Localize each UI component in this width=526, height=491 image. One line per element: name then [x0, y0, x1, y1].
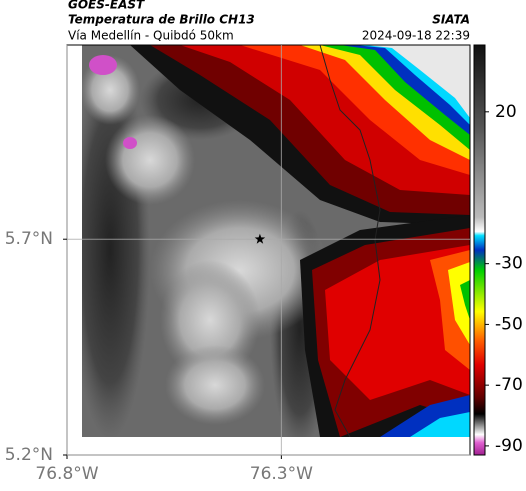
subtitle: Temperatura de Brillo CH13 [68, 13, 255, 27]
x-tick-label: 76.3°W [250, 464, 313, 484]
title: GOES-EAST [68, 0, 145, 12]
y-tick-label: 5.7°N [5, 229, 53, 249]
colorbar-tick-label: -50 [495, 314, 523, 334]
colorbar-tick-label: -90 [495, 436, 523, 456]
colorbar-tick-label: -30 [495, 254, 523, 274]
y-tick-label: 5.2°N [5, 445, 53, 465]
colorbar-tick-label: 20 [495, 102, 517, 122]
colorbar-tick-label: -70 [495, 375, 523, 395]
colorbar [473, 44, 486, 456]
x-tick-label: 76.8°W [35, 464, 98, 484]
timestamp: 2024-09-18 22:39 [362, 29, 470, 43]
satellite-image [82, 45, 470, 437]
caption: Vía Medellín - Quibdó 50km [68, 29, 234, 43]
source: SIATA [432, 13, 470, 27]
location-marker [254, 233, 266, 244]
